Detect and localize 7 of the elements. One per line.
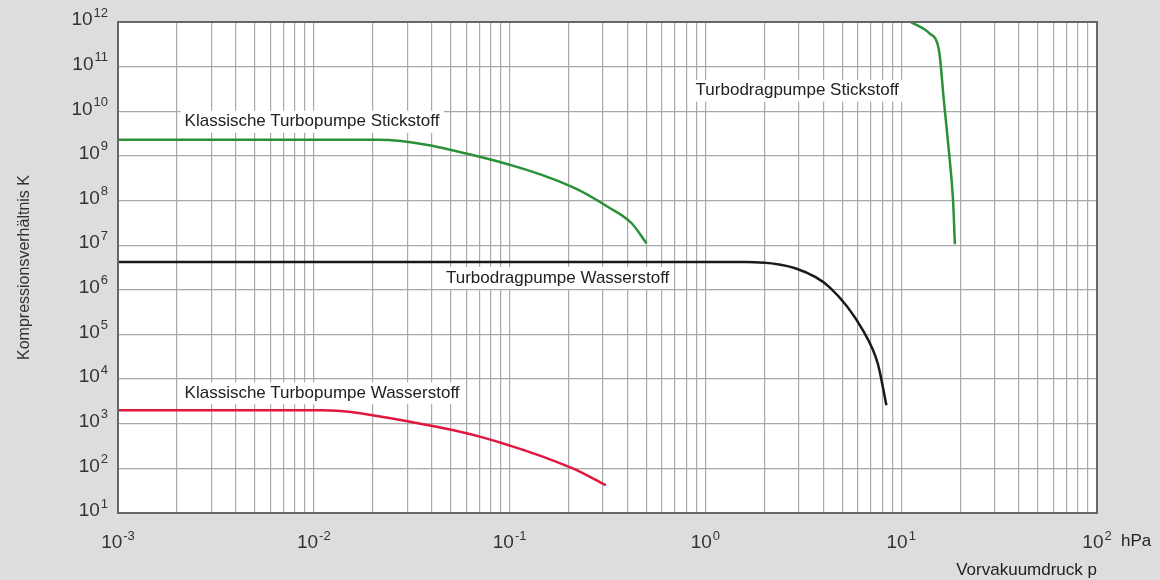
series-label: Turbodragpumpe Wasserstoff	[445, 267, 670, 287]
x-axis-title: Vorvakuumdruck p	[956, 559, 1097, 579]
text: Turbodragpumpe Stickstoff	[695, 80, 900, 100]
series-label: Klassische Turbopumpe Stickstoff	[184, 111, 440, 131]
series-label: Klassische Turbopumpe Wasserstoff	[184, 382, 460, 402]
y-axis-title: Kompressionsverhältnis K	[15, 174, 33, 360]
text: hPa	[1121, 530, 1152, 550]
